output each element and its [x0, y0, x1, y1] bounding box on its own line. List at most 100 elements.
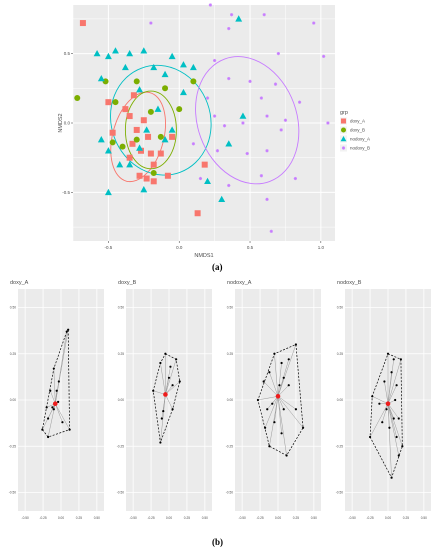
point-nodoxy_B — [222, 124, 227, 128]
spider-line — [277, 385, 289, 397]
point-doxy_A — [126, 113, 133, 120]
spider-line — [263, 381, 279, 397]
y-tick-label: 0.00 — [10, 398, 16, 402]
point-nodoxy_A — [126, 161, 134, 168]
sample-point — [401, 445, 404, 448]
sample-point — [301, 426, 305, 429]
point-doxy_A — [122, 106, 129, 113]
sample-point — [178, 380, 181, 383]
sample-point — [47, 417, 50, 420]
sample-point — [162, 410, 165, 413]
point-doxy_B — [119, 143, 126, 150]
point-nodoxy_A — [218, 195, 226, 203]
sample-point — [287, 358, 290, 361]
sample-point — [390, 371, 393, 374]
marker-stroke — [265, 149, 269, 153]
sample-point — [160, 417, 163, 420]
sample-point — [45, 406, 48, 409]
sample-point — [268, 445, 271, 448]
point-nodoxy_A — [239, 112, 247, 119]
caption-a: (a) — [212, 262, 223, 272]
point-nodoxy_A — [97, 74, 105, 82]
y-tick-label: -0.50 — [226, 491, 233, 495]
sample-point — [65, 330, 68, 333]
sample-point — [171, 384, 174, 387]
spider-line — [387, 403, 397, 438]
legend-marker-doxy_B — [341, 127, 346, 133]
sample-point — [395, 435, 398, 439]
point-doxy_B — [133, 136, 140, 143]
marker-stroke — [269, 229, 273, 233]
point-nodoxy_B — [241, 121, 245, 125]
point-nodoxy_B — [269, 229, 273, 233]
x-tick-label: 0.50 — [311, 516, 317, 520]
point-doxy_B — [74, 95, 81, 102]
point-doxy_A — [109, 129, 116, 136]
point-nodoxy_A — [161, 70, 169, 78]
point-doxy_A — [143, 175, 150, 182]
sample-point — [294, 343, 298, 346]
sample-point — [159, 441, 162, 444]
x-tick-label: 0.00 — [58, 516, 64, 520]
marker-stroke — [283, 118, 287, 122]
y-tick-label: 0.00 — [118, 398, 124, 402]
point-doxy_B — [176, 106, 183, 113]
x-tick-label: 0.25 — [293, 516, 299, 520]
marker-stroke — [223, 124, 226, 128]
sample-point — [371, 395, 374, 398]
spider-line — [277, 396, 304, 428]
point-doxy_A — [105, 99, 112, 106]
point-nodoxy_B — [293, 176, 297, 181]
point-nodoxy_B — [205, 96, 210, 100]
sample-point — [49, 389, 52, 392]
legend-marker-doxy_A — [341, 118, 346, 124]
spider-line — [277, 377, 284, 397]
point-doxy_B — [133, 78, 140, 85]
centroid-point — [385, 401, 391, 407]
y-tick-label: 0.5 — [64, 51, 71, 56]
x-tick-label: -0.25 — [366, 516, 373, 520]
x-tick-label: -0.25 — [39, 516, 46, 520]
y-tick-label: -0.25 — [336, 444, 343, 448]
y-tick-label: 0.50 — [337, 306, 343, 310]
sample-point — [268, 371, 271, 374]
spider-line — [387, 403, 399, 419]
marker-stroke — [298, 100, 302, 104]
marker-stroke — [245, 152, 249, 155]
sample-point — [57, 400, 60, 403]
sample-point — [381, 421, 384, 424]
point-doxy_B — [102, 78, 109, 85]
marker-stroke — [149, 21, 153, 25]
x-tick-label: 1.0 — [318, 245, 325, 250]
point-nodoxy_A — [126, 49, 134, 57]
point-doxy_A — [169, 133, 176, 140]
marker-stroke — [326, 121, 330, 125]
y-tick-label: 0.50 — [118, 306, 124, 310]
point-nodoxy_B — [265, 197, 269, 201]
marker-stroke — [265, 197, 269, 201]
spider-line — [269, 372, 279, 397]
sample-point — [266, 408, 269, 411]
point-nodoxy_A — [150, 63, 158, 71]
sample-point — [61, 421, 64, 424]
sample-point — [385, 408, 388, 411]
point-doxy_A — [164, 172, 171, 179]
sample-point — [392, 358, 395, 361]
point-nodoxy_A — [161, 136, 169, 143]
marker-stroke — [259, 96, 263, 100]
spider-line — [160, 362, 166, 395]
marker-stroke — [312, 21, 316, 25]
point-nodoxy_A — [112, 47, 119, 54]
sample-point — [57, 380, 60, 383]
point-nodoxy_B — [208, 3, 212, 7]
y-tick-label: -0.50 — [9, 491, 16, 495]
centroid-point — [163, 392, 168, 397]
spider-line — [387, 403, 399, 456]
spider-line — [277, 396, 297, 410]
point-nodoxy_B — [276, 51, 280, 56]
sample-point — [273, 421, 276, 424]
x-tick-label: 0.0 — [176, 245, 183, 250]
sample-point — [388, 426, 391, 429]
point-nodoxy_A — [143, 126, 151, 133]
sample-point — [171, 408, 174, 411]
